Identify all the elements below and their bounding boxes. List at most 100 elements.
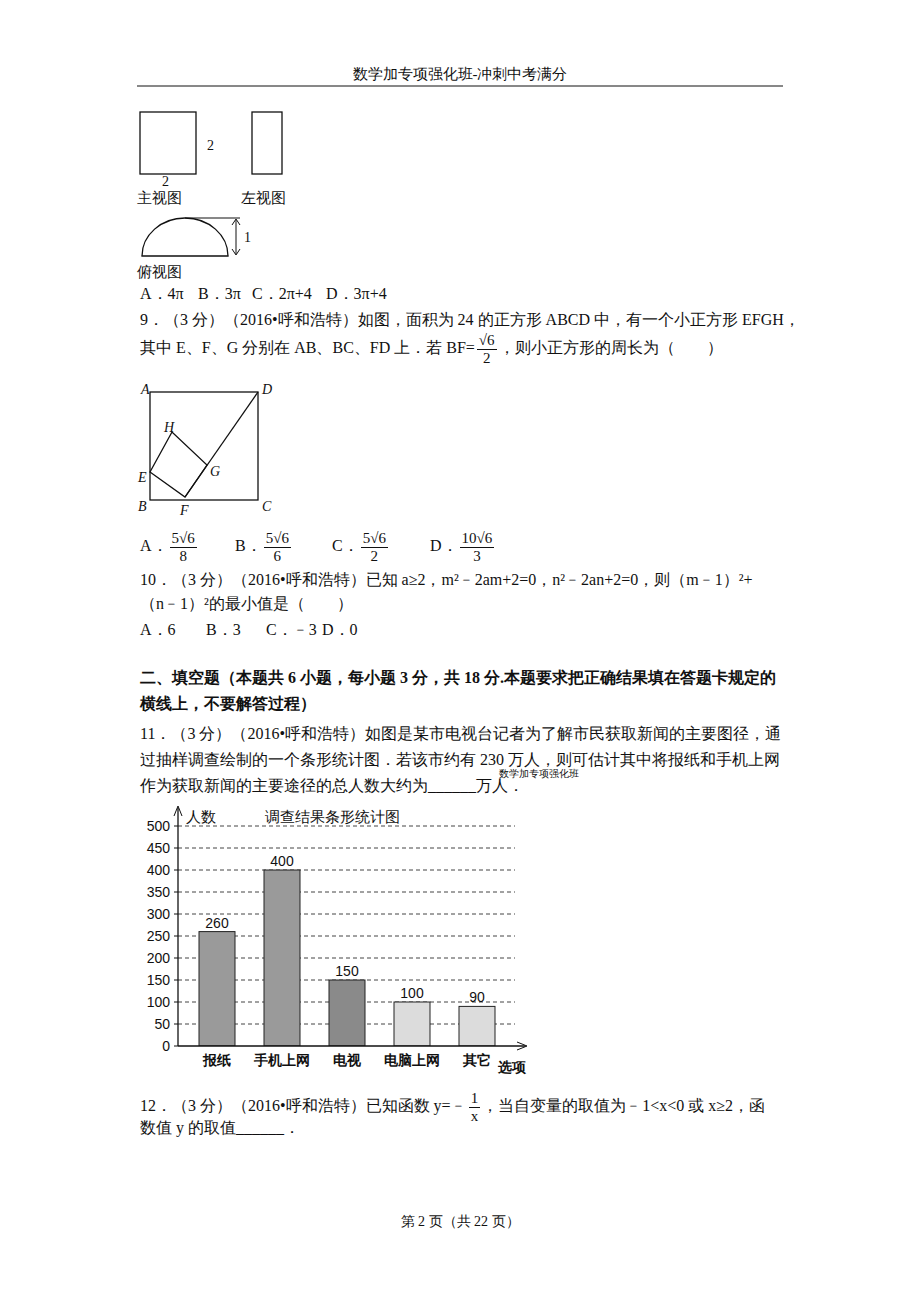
- x-axis: [178, 1045, 525, 1046]
- y-tick-label: 350: [147, 884, 171, 900]
- x-tick-label: 其它: [462, 1052, 491, 1068]
- x-tick-label: 手机上网: [253, 1052, 310, 1068]
- text: 2: [207, 136, 214, 156]
- square-efgh: [150, 432, 207, 497]
- data-label: 150: [335, 963, 359, 979]
- text-span: 11．（3 分）（2016•呼和浩特）如图是某市电视台记者为了解市民获取新闻的主…: [140, 725, 781, 742]
- text-span: 2: [477, 350, 497, 367]
- x-tick-label: 电视: [333, 1052, 362, 1068]
- text: A．6: [140, 620, 176, 640]
- text-line: 其中 E、F、G 分别在 AB、BC、FD 上．若 BF=√62，则小正方形的周…: [140, 332, 723, 367]
- bar-chart: 050100150200250300350400450500260报纸400手机…: [147, 806, 527, 1075]
- text: 主视图: [137, 188, 182, 208]
- dim-line: [185, 218, 240, 219]
- fraction: 1x: [469, 1090, 481, 1125]
- text-span: √6: [477, 332, 497, 350]
- bar: [394, 1002, 430, 1046]
- text: D: [262, 380, 272, 400]
- text-span: D．: [430, 537, 458, 554]
- y-arrow: [174, 806, 182, 816]
- option: D．10√63: [430, 530, 496, 565]
- y-tick-label: 0: [162, 1038, 170, 1054]
- text: A．4π: [140, 284, 184, 304]
- text: B: [138, 497, 147, 517]
- y-tick-label: 50: [154, 1016, 170, 1032]
- chart-title: 调查结果条形统计图: [265, 809, 400, 825]
- text-span: A．: [140, 537, 168, 554]
- text-span: 数值 y 的取值______．: [140, 1119, 300, 1136]
- text: 1: [244, 228, 251, 248]
- data-label: 100: [400, 985, 424, 1001]
- text: A: [141, 380, 150, 400]
- y-tick-label: 500: [147, 818, 171, 834]
- text-line: 作为获取新闻的主要途径的总人数大约为______万人．: [140, 776, 524, 796]
- text-span: （n﹣1）²的最小值是（ ）: [140, 595, 353, 612]
- bars: [199, 870, 495, 1046]
- text: H: [164, 418, 174, 438]
- text: D．0: [322, 620, 358, 640]
- fraction: √62: [477, 332, 497, 367]
- grid-line: [178, 870, 515, 871]
- text-span: 10√6: [460, 530, 495, 548]
- text-span: 2: [361, 548, 388, 565]
- y-tick-label: 100: [147, 994, 171, 1010]
- text-span: 作为获取新闻的主要途径的总人数大约为______万人．: [140, 777, 524, 794]
- top-view: [142, 218, 228, 256]
- fraction: 10√63: [460, 530, 495, 565]
- segment-fd: [185, 392, 258, 497]
- fraction: 5√66: [264, 530, 291, 565]
- text: 左视图: [241, 188, 286, 208]
- text-span: 5√6: [264, 530, 291, 548]
- text-span: 5√6: [361, 530, 388, 548]
- grid-line: [178, 848, 515, 849]
- text: D．3π+4: [326, 284, 387, 304]
- text-span: 6: [264, 548, 291, 565]
- y-tick-label: 400: [147, 862, 171, 878]
- x-tick-label: 报纸: [202, 1053, 231, 1068]
- y-tick-label: 200: [147, 950, 171, 966]
- text: C: [262, 497, 271, 517]
- y-axis-title: 人数: [186, 809, 216, 825]
- header-rule: [137, 86, 783, 87]
- text: 横线上，不要解答过程）: [140, 694, 316, 714]
- arrow-heads: [232, 219, 240, 255]
- text-span: 12．（3 分）（2016•呼和浩特）已知函数 y=﹣: [140, 1097, 467, 1114]
- grid-line: [178, 892, 515, 893]
- data-label: 90: [469, 989, 485, 1005]
- text-span: 3: [460, 548, 495, 565]
- text-line: 10．（3 分）（2016•呼和浩特）已知 a≥2，m²﹣2am+2=0，n²﹣…: [140, 570, 753, 590]
- text-span: 10．（3 分）（2016•呼和浩特）已知 a≥2，m²﹣2am+2=0，n²﹣…: [140, 571, 753, 588]
- option: C．5√62: [332, 530, 390, 565]
- bar: [329, 980, 365, 1046]
- text: 数学加专项强化班: [499, 764, 579, 784]
- bar: [264, 870, 300, 1046]
- y-axis: [177, 808, 178, 1046]
- text: 2: [162, 172, 169, 192]
- text: B．3π: [198, 284, 241, 304]
- text: 第 2 页（共 22 页）: [0, 1212, 920, 1232]
- x-tick-label: 电脑上网: [384, 1052, 440, 1068]
- text: B．3: [206, 620, 241, 640]
- text-span: x: [469, 1108, 481, 1125]
- text-span: C．: [332, 537, 359, 554]
- text: 俯视图: [137, 262, 182, 282]
- text-span: 9．（3 分）（2016•呼和浩特）如图，面积为 24 的正方形 ABCD 中，…: [140, 311, 800, 328]
- text: C．2π+4: [252, 284, 312, 304]
- text: G: [210, 462, 220, 482]
- text: 二、填空题（本题共 6 小题，每小题 3 分，共 18 分.本题要求把正确结果填…: [140, 668, 776, 688]
- x-axis-title: 选项: [497, 1060, 527, 1075]
- front-view: [140, 112, 196, 174]
- text-span: 1: [469, 1090, 481, 1108]
- left-view: [252, 112, 282, 174]
- text-span: 5√6: [170, 530, 197, 548]
- y-tick-label: 300: [147, 906, 171, 922]
- y-tick-label: 250: [147, 928, 171, 944]
- fraction: 5√62: [361, 530, 388, 565]
- option: B．5√66: [235, 530, 293, 565]
- text-span: ，当自变量的取值为﹣1<x<0 或 x≥2，函: [482, 1097, 765, 1114]
- fraction: 5√68: [170, 530, 197, 565]
- text: C．﹣3: [266, 620, 317, 640]
- bar: [199, 932, 235, 1046]
- text-span: B．: [235, 537, 262, 554]
- text-span: 8: [170, 548, 197, 565]
